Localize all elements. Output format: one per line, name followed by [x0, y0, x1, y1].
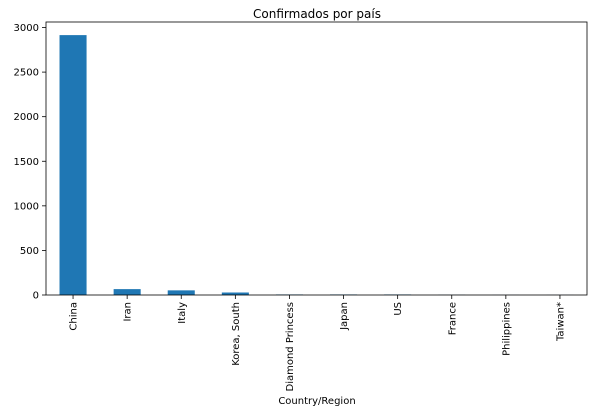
x-tick-label: US: [393, 302, 404, 316]
plot-area: 0 500 1000 1500 2000 2500 3000 China Iran Italy Ko…: [14, 21, 588, 391]
x-tick-label: Korea, South: [231, 302, 242, 366]
chart-title: Confirmados por país: [253, 7, 381, 21]
y-tick-label: 500: [20, 246, 39, 257]
y-tick-label: 1000: [14, 201, 39, 212]
y-tick-label: 3000: [14, 23, 39, 34]
x-tick-label: Italy: [177, 302, 188, 324]
y-tick-label: 1500: [14, 157, 39, 168]
bar-korea-south: [221, 292, 249, 295]
x-tick-label: Diamond Princess: [285, 302, 296, 391]
x-tick-label: Taiwan*: [555, 302, 566, 342]
y-tick-label: 2500: [14, 68, 39, 79]
axes-frame: [45, 21, 588, 296]
bar-china: [59, 35, 87, 296]
y-tick-label: 2000: [14, 112, 39, 123]
bar-italy: [167, 290, 195, 295]
y-tick-label: 0: [33, 291, 39, 302]
x-tick-label: France: [447, 302, 458, 335]
x-tick-label: China: [69, 302, 80, 331]
x-tick-label: Philippines: [501, 302, 512, 356]
bar-iran: [113, 289, 141, 295]
x-tick-label: Iran: [123, 302, 134, 322]
x-tick-label: Japan: [339, 302, 350, 331]
x-axis-label: Country/Region: [278, 396, 355, 407]
